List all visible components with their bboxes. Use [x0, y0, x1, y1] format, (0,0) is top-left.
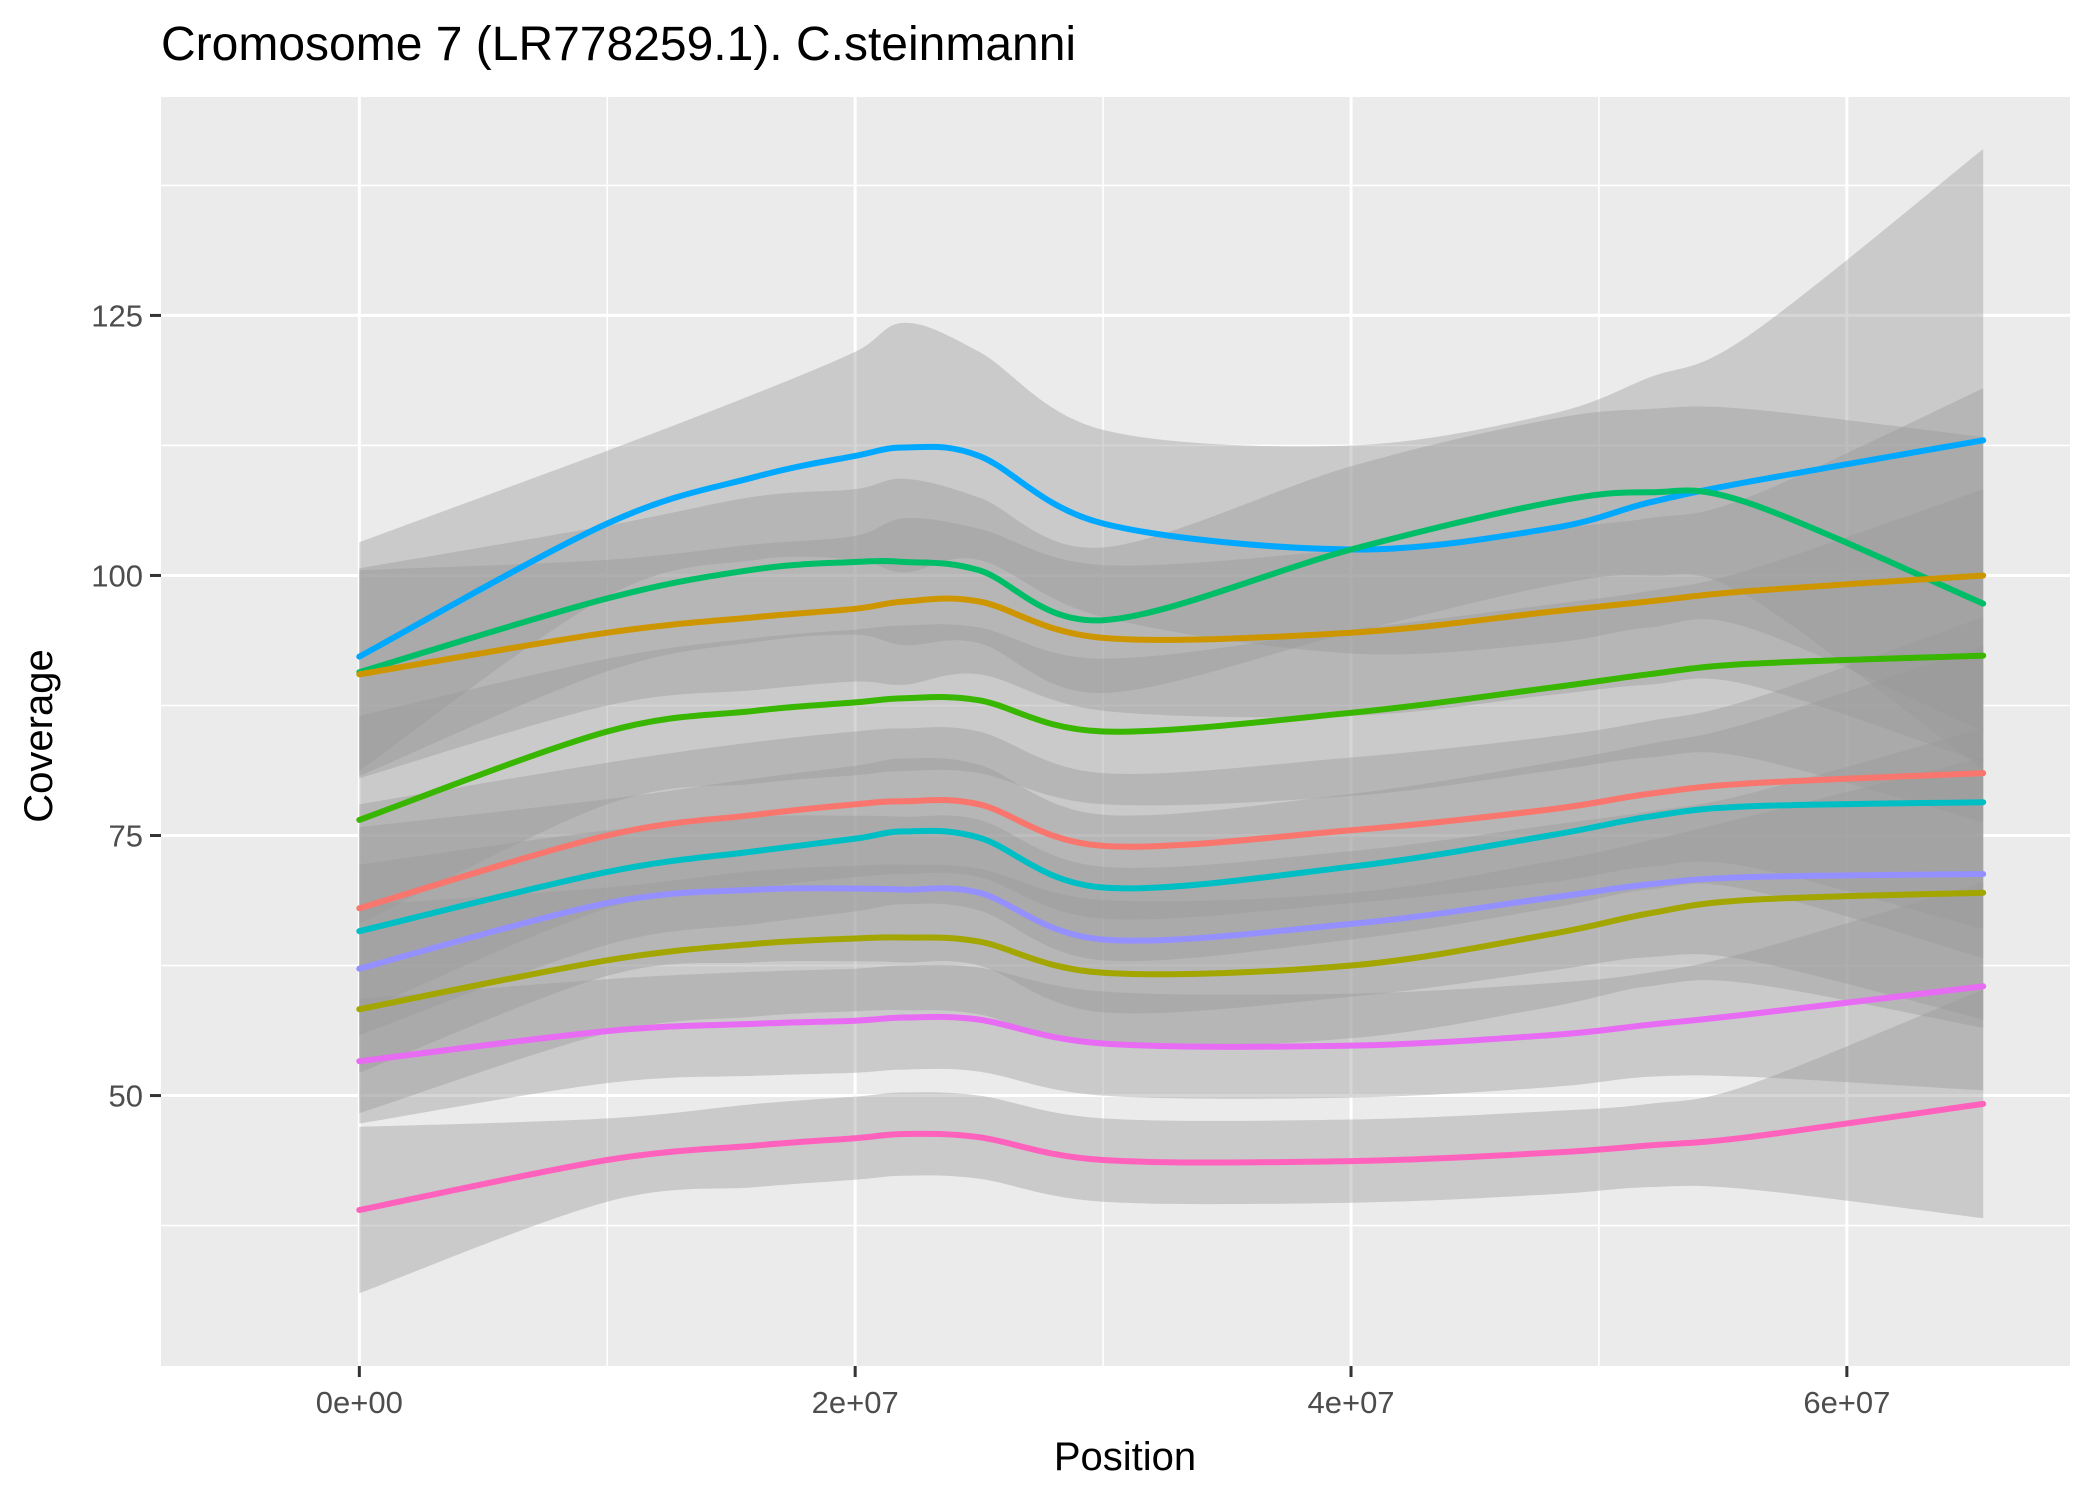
series-line-7	[356, 871, 1987, 972]
y-tick-label: 50	[109, 1079, 143, 1114]
series-line-6	[356, 799, 1987, 935]
x-axis-title: Position	[1054, 1435, 1196, 1479]
chart-title: Cromosome 7 (LR778259.1). C.steinmanni	[161, 18, 1076, 71]
confidence-band-9	[359, 882, 1984, 1124]
series-line-5	[356, 770, 1987, 912]
plot-panel	[161, 97, 2070, 1366]
confidence-band-10	[359, 989, 1984, 1294]
confidence-band-7	[359, 728, 1984, 1073]
confidence-band-3	[359, 388, 1984, 779]
y-axis: 50 75 100 125	[91, 298, 161, 1114]
x-axis: 0e+00 2e+07 4e+07 6e+07	[316, 1366, 1890, 1420]
x-tick-label: 6e+07	[1803, 1385, 1890, 1420]
series-line-2	[356, 487, 1987, 676]
confidence-band-6	[359, 646, 1984, 1036]
series-line-10	[356, 1100, 1987, 1213]
series-lines	[356, 437, 1987, 1213]
y-tick-label: 75	[109, 819, 143, 854]
x-tick-label: 2e+07	[812, 1385, 899, 1420]
series-line-3	[356, 572, 1987, 678]
y-axis-title: Coverage	[17, 649, 61, 822]
series-line-1	[356, 437, 1987, 660]
major-gridlines	[161, 97, 2070, 1366]
series-line-9	[356, 983, 1987, 1065]
y-tick-label: 100	[91, 558, 143, 593]
x-tick-label: 0e+00	[316, 1385, 403, 1420]
confidence-bands	[359, 149, 1984, 1294]
confidence-band-5	[359, 617, 1984, 1013]
confidence-band-8	[359, 757, 1984, 1114]
confidence-band-4	[359, 489, 1984, 924]
series-line-4	[356, 652, 1987, 823]
y-tick-label: 125	[91, 298, 143, 333]
x-tick-label: 4e+07	[1307, 1385, 1394, 1420]
confidence-band-1	[359, 149, 1984, 771]
series-line-8	[356, 889, 1987, 1013]
